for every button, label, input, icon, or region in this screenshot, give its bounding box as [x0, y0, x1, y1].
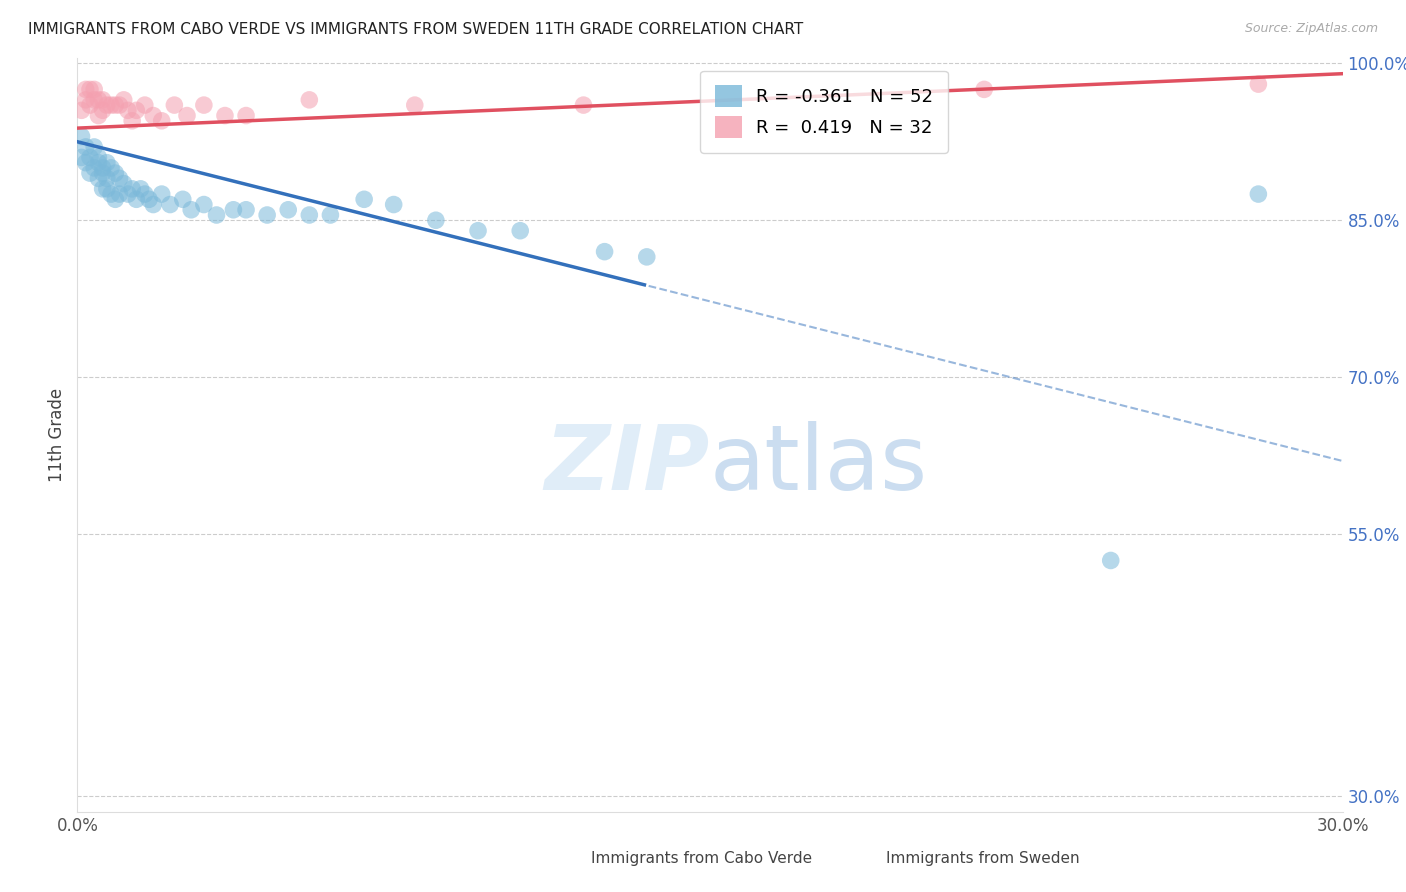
Point: [100, 161, 122, 175]
Point: [75, 93, 97, 107]
Point: [121, 182, 143, 196]
Point: [70, 150, 93, 164]
Point: [96, 155, 118, 169]
Point: [150, 187, 173, 202]
Point: [117, 103, 139, 118]
Point: [96, 98, 118, 112]
Point: [112, 177, 135, 191]
Point: [298, 93, 321, 107]
Point: [125, 103, 148, 118]
Point: [91, 103, 114, 118]
Point: [163, 98, 186, 112]
Point: [222, 202, 245, 217]
Point: [83, 140, 105, 154]
Point: [96, 171, 118, 186]
Point: [150, 113, 173, 128]
Point: [83, 161, 105, 175]
Point: [108, 187, 131, 202]
Point: [404, 98, 426, 112]
Point: [79, 166, 101, 180]
Point: [1247, 187, 1270, 202]
Point: [176, 109, 198, 123]
Point: [159, 197, 181, 211]
Point: [193, 98, 215, 112]
Point: [467, 224, 489, 238]
Point: [134, 187, 156, 202]
Point: [172, 192, 194, 206]
Point: [277, 202, 299, 217]
Point: [129, 182, 152, 196]
Point: [104, 192, 127, 206]
Point: [112, 93, 135, 107]
Point: [1247, 77, 1270, 91]
Text: atlas: atlas: [710, 421, 928, 509]
Point: [100, 98, 122, 112]
Point: [91, 161, 114, 175]
Point: [75, 140, 97, 154]
Point: [193, 197, 215, 211]
Point: [79, 98, 101, 112]
Point: [138, 192, 160, 206]
Point: [214, 109, 236, 123]
Point: [509, 224, 531, 238]
Point: [117, 187, 139, 202]
Point: [382, 197, 405, 211]
Point: [235, 202, 257, 217]
Point: [87, 150, 110, 164]
Point: [1099, 553, 1122, 567]
Point: [425, 213, 447, 227]
Point: [104, 166, 127, 180]
Point: [636, 250, 658, 264]
Point: [108, 98, 131, 112]
Point: [83, 82, 105, 96]
Point: [87, 93, 110, 107]
Point: [121, 113, 143, 128]
Point: [75, 82, 97, 96]
Point: [572, 98, 595, 112]
Point: [87, 109, 110, 123]
Point: [70, 103, 93, 118]
Point: [70, 129, 93, 144]
Point: [125, 192, 148, 206]
Text: Immigrants from Sweden: Immigrants from Sweden: [886, 851, 1080, 865]
Text: Source: ZipAtlas.com: Source: ZipAtlas.com: [1244, 22, 1378, 36]
Point: [96, 182, 118, 196]
Point: [87, 171, 110, 186]
Point: [180, 202, 202, 217]
Text: Immigrants from Cabo Verde: Immigrants from Cabo Verde: [591, 851, 811, 865]
Point: [235, 109, 257, 123]
Point: [91, 166, 114, 180]
Point: [142, 109, 165, 123]
Point: [100, 187, 122, 202]
Point: [75, 155, 97, 169]
Point: [91, 182, 114, 196]
Point: [87, 155, 110, 169]
Point: [79, 82, 101, 96]
Point: [205, 208, 228, 222]
Point: [298, 208, 321, 222]
Point: [83, 93, 105, 107]
Point: [973, 82, 995, 96]
Point: [353, 192, 375, 206]
Point: [79, 150, 101, 164]
Text: ZIP: ZIP: [544, 421, 710, 509]
Legend: R = -0.361   N = 52, R =  0.419   N = 32: R = -0.361 N = 52, R = 0.419 N = 32: [700, 70, 948, 153]
Point: [91, 93, 114, 107]
Point: [319, 208, 342, 222]
Point: [142, 197, 165, 211]
Point: [256, 208, 278, 222]
Point: [134, 98, 156, 112]
Point: [593, 244, 616, 259]
Y-axis label: 11th Grade: 11th Grade: [48, 388, 66, 482]
Point: [108, 171, 131, 186]
Point: [104, 98, 127, 112]
Text: IMMIGRANTS FROM CABO VERDE VS IMMIGRANTS FROM SWEDEN 11TH GRADE CORRELATION CHAR: IMMIGRANTS FROM CABO VERDE VS IMMIGRANTS…: [28, 22, 803, 37]
